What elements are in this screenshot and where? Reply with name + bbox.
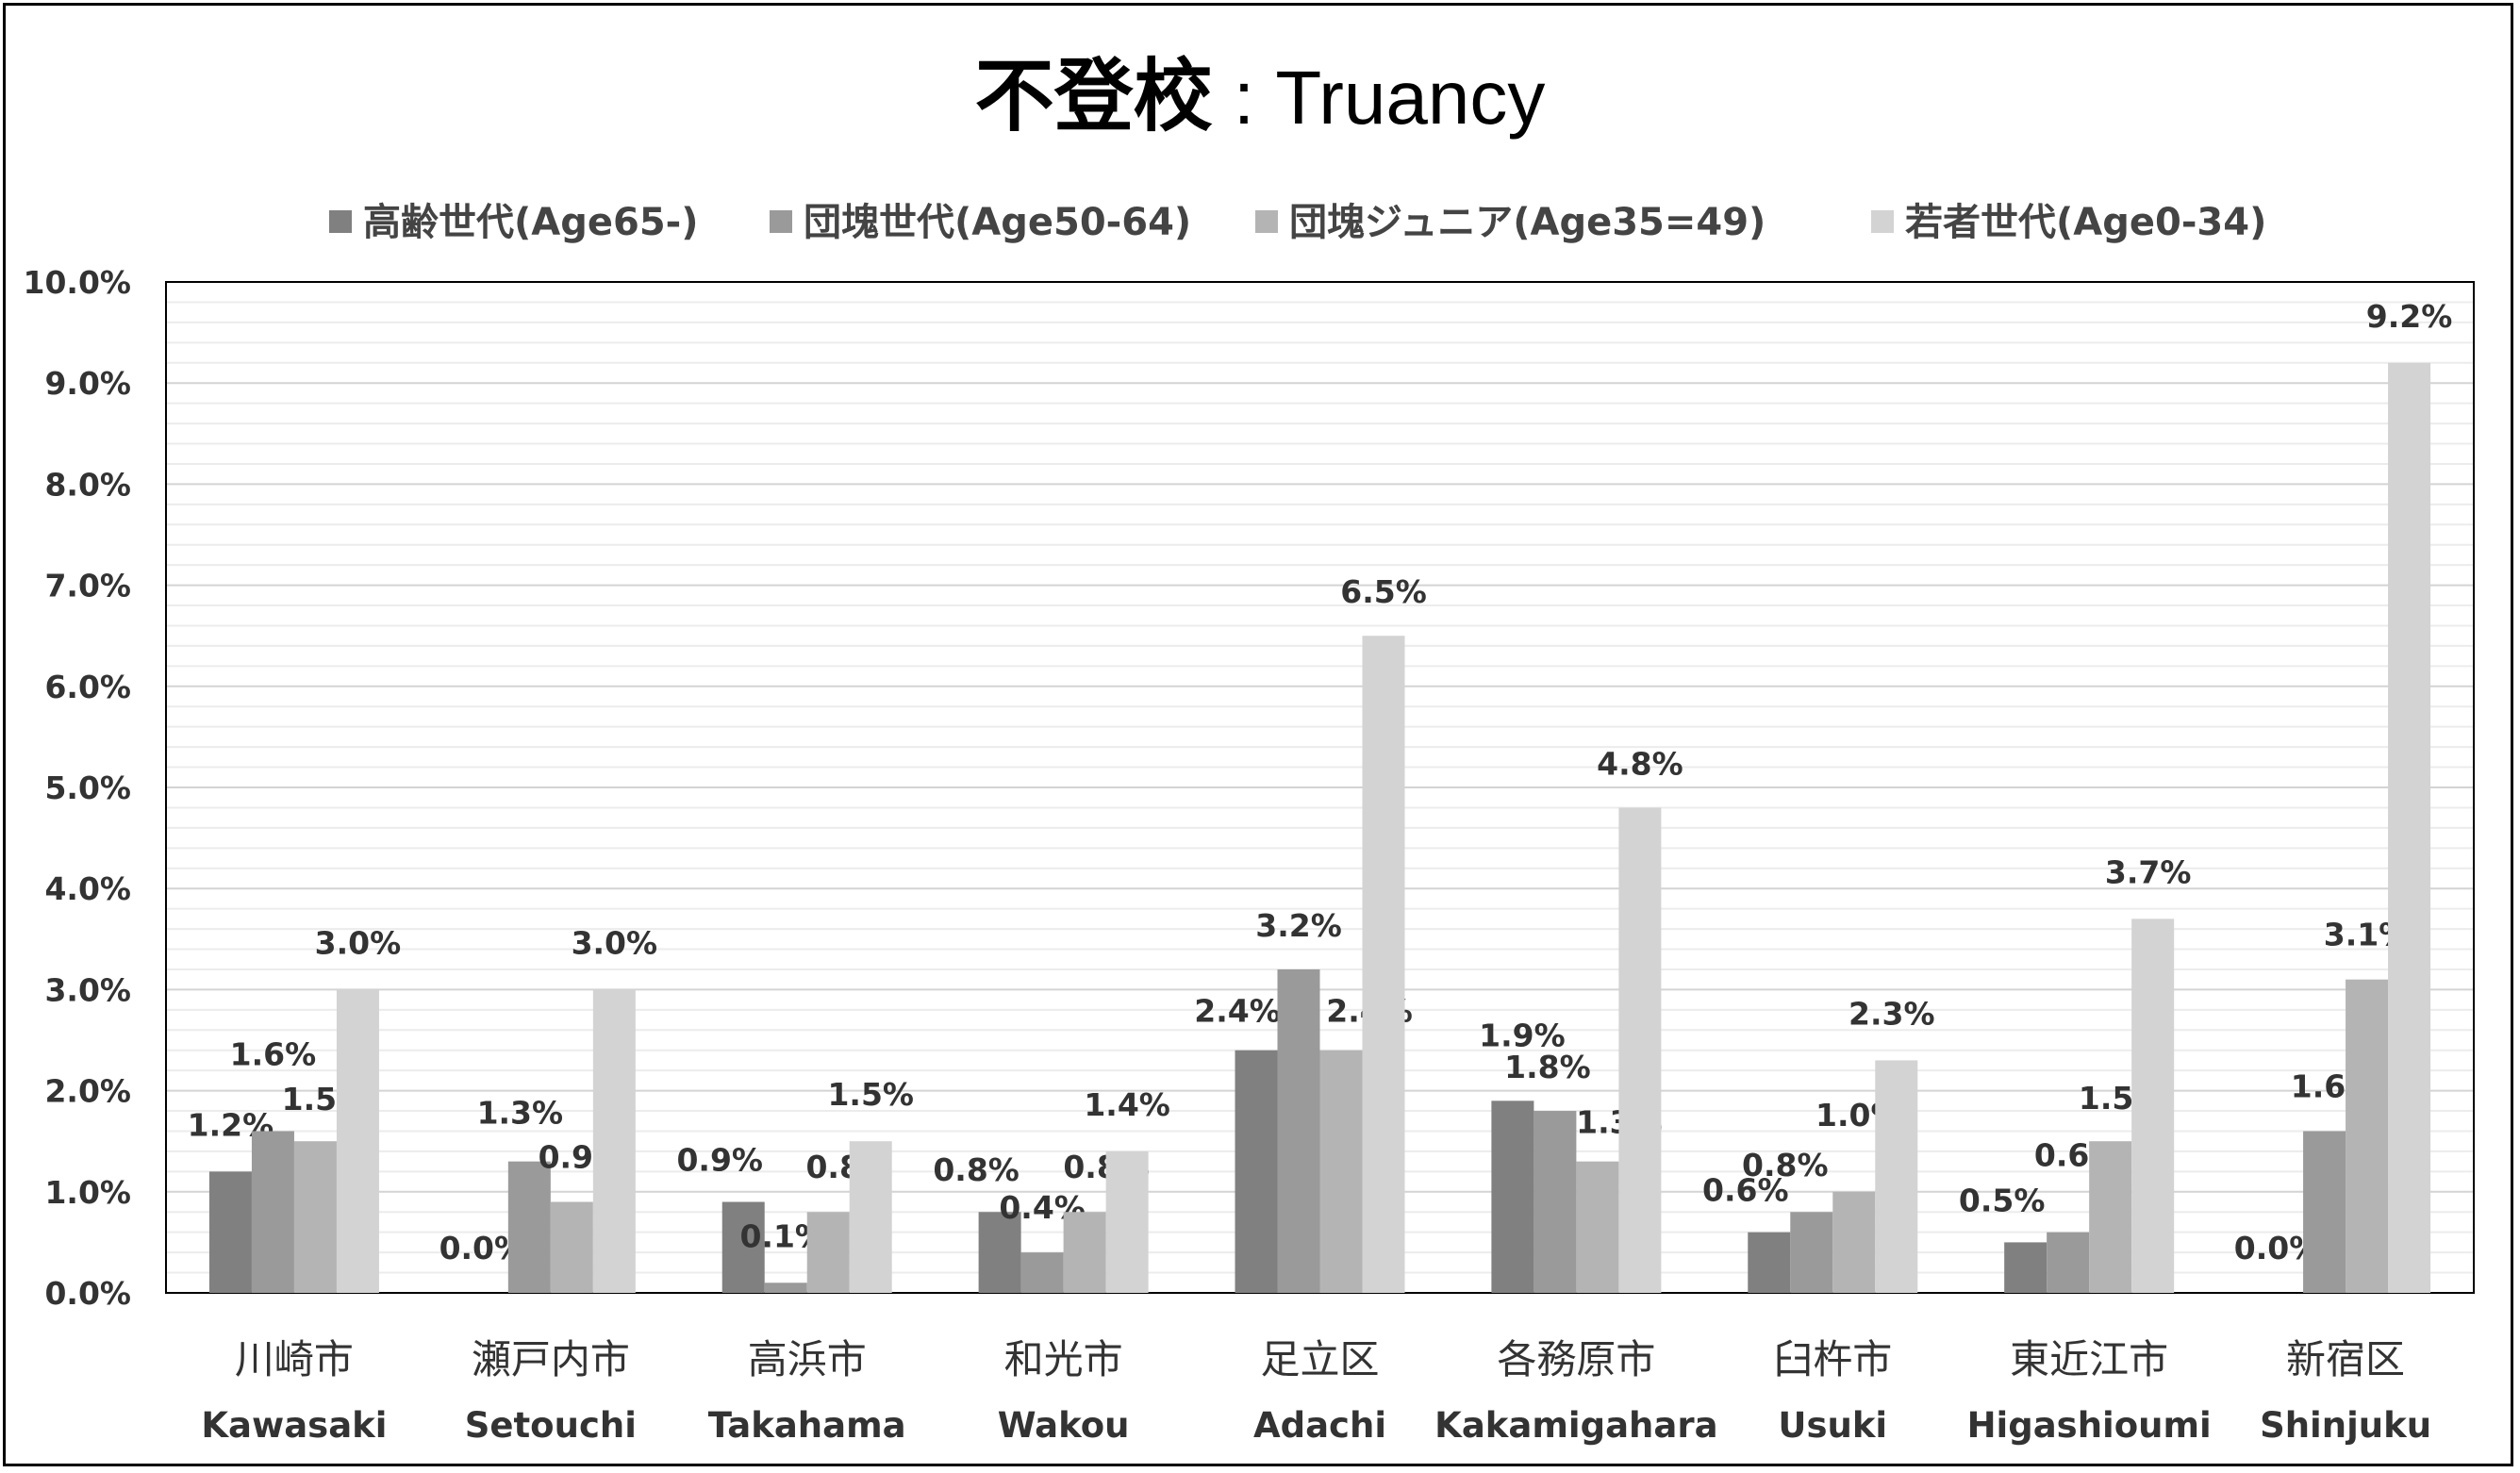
bar-age50-64-takahama — [764, 1283, 807, 1293]
x-tick-label-en: Setouchi — [465, 1405, 637, 1446]
bar-age65-kawasaki — [208, 1171, 252, 1293]
chart-title: 不登校 : Truancy — [975, 50, 1546, 142]
x-tick-label-en: Takahama — [708, 1405, 906, 1446]
x-tick-label-jp: 川崎市 — [235, 1336, 354, 1382]
y-tick-label: 3.0% — [44, 971, 131, 1008]
data-label: 1.4% — [1084, 1086, 1170, 1123]
bar-age0-34-wakou — [1105, 1150, 1149, 1293]
bar-age50-64-shinjuku — [2303, 1131, 2346, 1293]
bar-age0-34-takahama — [849, 1141, 892, 1293]
bar-age35-49-wakou — [1063, 1212, 1106, 1293]
data-label: 2.4% — [1194, 993, 1281, 1030]
bar-age50-64-kawasaki — [251, 1131, 294, 1293]
bar-age0-34-shinjuku — [2388, 362, 2431, 1293]
bar-age0-34-kawasaki — [336, 989, 379, 1293]
y-tick-label: 2.0% — [44, 1073, 131, 1110]
bar-age50-64-usuki — [1790, 1212, 1833, 1293]
bar-age35-49-takahama — [806, 1212, 850, 1293]
bar-age35-49-usuki — [1832, 1191, 1876, 1293]
y-tick-label: 9.0% — [44, 365, 131, 402]
bar-age65-wakou — [978, 1212, 1021, 1293]
bar-age50-64-kakamigahara — [1534, 1111, 1577, 1293]
x-tick-label-en: Kakamigahara — [1434, 1405, 1717, 1446]
bar-age65-kakamigahara — [1491, 1101, 1534, 1293]
bar-age35-49-setouchi — [550, 1201, 593, 1293]
data-label: 3.7% — [2105, 853, 2192, 890]
bar-age35-49-adachi — [1319, 1050, 1363, 1293]
data-label: 0.8% — [1742, 1147, 1829, 1183]
data-label: 4.8% — [1597, 745, 1683, 782]
y-tick-label: 4.0% — [44, 870, 131, 907]
chart-frame: 不登校 : Truancy 高齢世代(Age65-) 団塊世代(Age50-64)… — [3, 3, 2513, 1466]
data-label: 1.5% — [827, 1076, 914, 1113]
data-label: 9.2% — [2366, 298, 2453, 335]
y-tick-label: 1.0% — [44, 1174, 131, 1211]
x-tick-label-jp: 東近江市 — [2010, 1336, 2168, 1382]
bar-age35-49-kawasaki — [293, 1141, 337, 1293]
x-tick-label-en: Shinjuku — [2260, 1405, 2431, 1446]
data-label: 1.6% — [230, 1035, 317, 1072]
data-label: 3.0% — [315, 924, 402, 961]
data-label: 3.0% — [572, 924, 658, 961]
data-label: 1.9% — [1479, 1017, 1566, 1053]
data-label: 1.3% — [477, 1095, 564, 1132]
data-label: 2.3% — [1849, 995, 1935, 1032]
x-tick-label-en: Wakou — [998, 1405, 1130, 1446]
chart-title-suffix: : Truancy — [1213, 56, 1546, 140]
bar-age35-49-shinjuku — [2346, 979, 2389, 1293]
legend: 高齢世代(Age65-) 団塊世代(Age50-64) 団塊ジュニア(Age35=4… — [329, 201, 2266, 244]
bar-age0-34-usuki — [1875, 1060, 1918, 1293]
x-tick-label-jp: 新宿区 — [2286, 1336, 2405, 1382]
data-label: 0.5% — [1959, 1182, 2046, 1218]
y-tick-label: 5.0% — [44, 770, 131, 806]
x-tick-label-jp: 各務原市 — [1497, 1336, 1655, 1382]
bar-age65-higashioumi — [2004, 1242, 2048, 1293]
x-tick-label-en: Adachi — [1253, 1405, 1386, 1446]
legend-label: 高齢世代(Age65-) — [363, 201, 699, 244]
x-tick-label-jp: 足立区 — [1260, 1336, 1379, 1382]
y-tick-label: 8.0% — [44, 466, 131, 503]
bar-age50-64-adachi — [1277, 968, 1320, 1293]
plot-area: 0.0% 1.0% 2.0% 3.0% 4.0% 5.0% 6.0% 7.0% 8.0% 9.0%… — [24, 264, 2475, 1446]
data-label: 0.8% — [933, 1151, 1020, 1188]
y-tick-label: 0.0% — [44, 1275, 131, 1312]
bar-age65-adachi — [1235, 1050, 1278, 1293]
legend-swatch-age35-49 — [1255, 210, 1278, 233]
x-tick-label-jp: 臼杵市 — [1773, 1336, 1892, 1382]
bar-age50-64-higashioumi — [2047, 1232, 2090, 1293]
bar-age0-34-kakamigahara — [1618, 807, 1662, 1293]
bar-age0-34-adachi — [1362, 636, 1405, 1293]
bar-age65-takahama — [721, 1201, 765, 1293]
x-tick-label-en: Usuki — [1778, 1405, 1887, 1446]
legend-label: 団塊世代(Age50-64) — [804, 201, 1191, 244]
data-label: 6.5% — [1340, 573, 1427, 610]
data-label: 3.2% — [1255, 907, 1342, 944]
y-tick-label: 6.0% — [44, 669, 131, 705]
x-tick-label-jp: 瀬戸内市 — [472, 1336, 630, 1382]
legend-label: 若者世代(Age0-34) — [1905, 201, 2266, 244]
bar-age50-64-setouchi — [507, 1161, 551, 1293]
y-tick-label: 7.0% — [44, 568, 131, 604]
x-tick-label-jp: 和光市 — [1004, 1336, 1123, 1382]
bar-age35-49-kakamigahara — [1576, 1161, 1619, 1293]
x-tick-label-en: Kawasaki — [201, 1405, 387, 1446]
x-tick-label-en: Higashioumi — [1967, 1405, 2212, 1446]
bar-age0-34-higashioumi — [2131, 919, 2175, 1293]
chart-title-main: 不登校 — [975, 50, 1213, 142]
legend-swatch-age65 — [329, 210, 352, 233]
legend-swatch-age50-64 — [770, 210, 792, 233]
x-tick-label-jp: 高浜市 — [748, 1336, 867, 1382]
data-label: 0.9% — [676, 1142, 763, 1179]
bar-age0-34-setouchi — [592, 989, 636, 1293]
legend-swatch-age0-34 — [1871, 210, 1894, 233]
data-label: 1.8% — [1504, 1049, 1591, 1085]
chart-svg: 不登校 : Truancy 高齢世代(Age65-) 団塊世代(Age50-64)… — [24, 50, 2475, 1446]
bar-age50-64-wakou — [1020, 1252, 1064, 1293]
legend-label: 団塊ジュニア(Age35=49) — [1289, 201, 1766, 244]
bar-age65-usuki — [1748, 1232, 1791, 1293]
y-tick-label: 10.0% — [24, 264, 132, 301]
bar-age35-49-higashioumi — [2089, 1141, 2132, 1293]
data-label: 0.6% — [1702, 1172, 1789, 1209]
